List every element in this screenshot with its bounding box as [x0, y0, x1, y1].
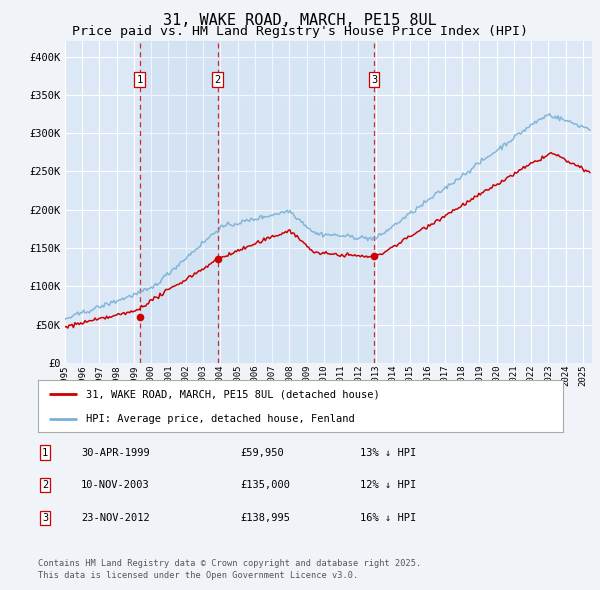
- Bar: [140, 41, 218, 363]
- Text: 31, WAKE ROAD, MARCH, PE15 8UL (detached house): 31, WAKE ROAD, MARCH, PE15 8UL (detached…: [86, 389, 380, 399]
- Text: 1: 1: [42, 448, 48, 457]
- Text: 2: 2: [42, 480, 48, 490]
- Bar: [218, 41, 374, 363]
- Text: 13% ↓ HPI: 13% ↓ HPI: [360, 448, 416, 457]
- Text: 2: 2: [215, 74, 221, 84]
- Text: 12% ↓ HPI: 12% ↓ HPI: [360, 480, 416, 490]
- Text: 3: 3: [371, 74, 377, 84]
- Text: 3: 3: [42, 513, 48, 523]
- Text: 31, WAKE ROAD, MARCH, PE15 8UL: 31, WAKE ROAD, MARCH, PE15 8UL: [163, 13, 437, 28]
- Text: 30-APR-1999: 30-APR-1999: [81, 448, 150, 457]
- Text: HPI: Average price, detached house, Fenland: HPI: Average price, detached house, Fenl…: [86, 414, 355, 424]
- Text: £59,950: £59,950: [240, 448, 284, 457]
- Text: Contains HM Land Registry data © Crown copyright and database right 2025.
This d: Contains HM Land Registry data © Crown c…: [38, 559, 421, 580]
- Text: Price paid vs. HM Land Registry's House Price Index (HPI): Price paid vs. HM Land Registry's House …: [72, 25, 528, 38]
- Text: 16% ↓ HPI: 16% ↓ HPI: [360, 513, 416, 523]
- Text: 1: 1: [136, 74, 143, 84]
- Text: 10-NOV-2003: 10-NOV-2003: [81, 480, 150, 490]
- Text: £138,995: £138,995: [240, 513, 290, 523]
- Text: £135,000: £135,000: [240, 480, 290, 490]
- Text: 23-NOV-2012: 23-NOV-2012: [81, 513, 150, 523]
